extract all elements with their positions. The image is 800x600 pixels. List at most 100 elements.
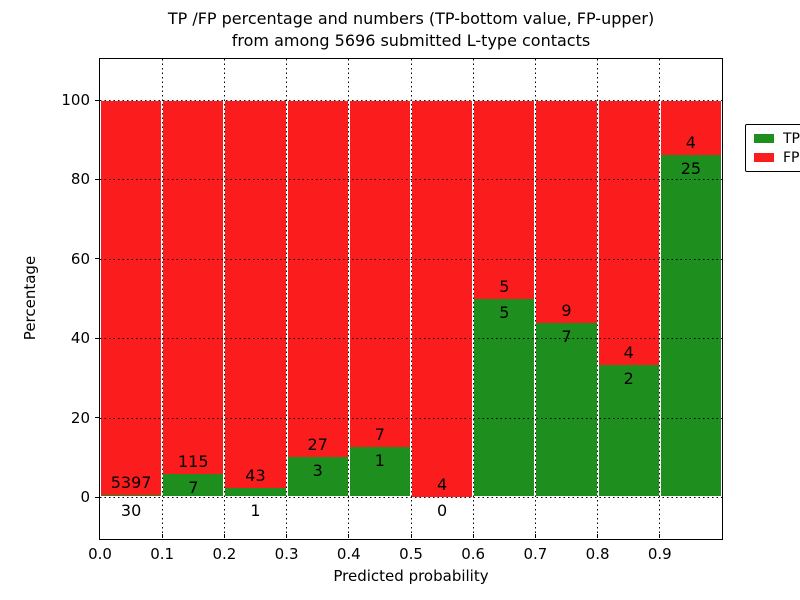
tp-count-label: 30: [120, 501, 142, 520]
fp-count-label: 4: [437, 475, 448, 494]
x-tick-label: 0.1: [150, 545, 175, 563]
legend-row-fp: FP: [754, 148, 800, 167]
y-tick-label: 80: [70, 170, 90, 189]
fp-count-label: 115: [178, 452, 209, 472]
fp-bar-segment: [162, 100, 225, 475]
x-tick-label: 0.7: [523, 545, 548, 563]
fp-bar-segment: [286, 100, 349, 458]
fp-bar-segment: [411, 100, 474, 497]
y-tick-label: 60: [70, 249, 90, 268]
x-gridline: [597, 59, 599, 539]
x-tick-label: 0.4: [336, 545, 361, 563]
stacked-bar: 115 7: [162, 59, 225, 539]
x-tick: [223, 534, 225, 538]
fp-count-label: 27: [307, 435, 328, 455]
fp-count-label: 5397: [110, 472, 152, 492]
fp-count-label: 7: [374, 425, 385, 445]
tp-count-label: 25: [680, 158, 702, 178]
fp-bar-segment: [100, 100, 163, 495]
fp-bar-segment: [473, 100, 536, 299]
tp-count-label: 5: [499, 302, 510, 322]
tp-legend-label: TP: [783, 130, 800, 147]
y-tick: [95, 337, 100, 339]
fp-count-label: 4: [685, 132, 696, 152]
legend: TP FP: [745, 124, 800, 172]
x-gridline: [223, 59, 225, 539]
y-tick: [95, 99, 100, 101]
tp-bar-segment: [348, 447, 411, 497]
fp-legend-label: FP: [783, 149, 800, 166]
tp-bar-segment: [659, 154, 722, 497]
tp-count-label: 7: [561, 327, 572, 347]
tp-count-label: 1: [250, 501, 261, 520]
fp-bar-segment: [597, 100, 660, 365]
tp-bar-segment: [286, 457, 349, 497]
fp-count-label: 4: [623, 342, 634, 362]
x-tick: [286, 534, 288, 538]
x-gridline: [348, 59, 350, 539]
fp-count-label: 5: [499, 276, 510, 296]
tp-count-label: 2: [623, 368, 634, 388]
y-tick: [95, 178, 100, 180]
y-tick: [95, 417, 100, 419]
x-tick-label: 0.5: [399, 545, 423, 563]
fp-bar-segment: [348, 100, 411, 448]
legend-row-tp: TP: [754, 129, 800, 148]
tp-bar-segment: [162, 474, 225, 497]
stacked-bar: 7 1: [348, 59, 411, 539]
x-tick-label: 0.9: [647, 545, 672, 563]
chart-title-line1: TP /FP percentage and numbers (TP-bottom…: [167, 9, 655, 28]
y-tick-label: 20: [70, 408, 90, 427]
stacked-bar: 4 2: [597, 59, 660, 539]
stacked-bar: 27 3: [286, 59, 349, 539]
stacked-bar: 5397 30: [100, 59, 163, 539]
x-tick-label: 0.2: [212, 545, 237, 563]
chart-title-line2: from among 5696 submitted L-type contact…: [231, 31, 591, 50]
fp-legend-swatch: [754, 153, 774, 162]
chart-title: TP /FP percentage and numbers (TP-bottom…: [100, 8, 722, 52]
stacked-bar: 4 0: [411, 59, 474, 539]
stacked-bar: 9 7: [535, 59, 598, 539]
x-tick-label: 0.3: [274, 545, 299, 563]
x-tick: [348, 534, 350, 538]
fp-bar-segment: [224, 100, 287, 488]
x-tick-label: 0.0: [88, 545, 112, 563]
y-gridline: [100, 338, 722, 340]
y-tick: [95, 496, 100, 498]
tp-legend-swatch: [754, 134, 774, 143]
y-tick-label: 40: [70, 329, 90, 348]
x-tick: [410, 534, 412, 538]
x-gridline: [659, 59, 661, 539]
y-tick-label: 0: [80, 488, 90, 506]
x-tick-label: 0.6: [461, 545, 486, 563]
tp-bar-segment: [100, 494, 163, 497]
x-gridline: [472, 59, 474, 539]
fp-count-label: 9: [561, 301, 572, 321]
y-gridline: [100, 497, 722, 498]
y-tick: [95, 258, 100, 260]
tp-bar-segment: [473, 298, 536, 497]
plot-area: 5397 30 115 7 4 3 1 27 3 7 1: [100, 59, 800, 539]
x-tick-label: 0.8: [585, 545, 610, 563]
x-tick: [161, 534, 163, 538]
tp-bar-segment: [597, 364, 660, 497]
stacked-bar: 5 5: [473, 59, 536, 539]
tp-count-label: 3: [312, 461, 323, 481]
stacked-bar: 4 25: [659, 59, 722, 539]
fp-bar-segment: [535, 100, 598, 324]
x-tick: [597, 534, 599, 538]
x-gridline: [534, 59, 536, 539]
y-axis-label: Percentage: [21, 255, 39, 341]
tp-bar-segment: [224, 487, 287, 497]
x-tick: [472, 534, 474, 538]
tp-count-label: 1: [374, 451, 385, 471]
y-gridline: [100, 417, 722, 419]
x-tick: [659, 534, 661, 538]
y-gridline: [100, 100, 722, 101]
tp-bar-segment: [535, 323, 598, 497]
x-gridline: [410, 59, 412, 539]
x-gridline: [161, 59, 163, 539]
tp-count-label: 0: [437, 501, 448, 520]
tp-count-label: 7: [188, 478, 199, 498]
